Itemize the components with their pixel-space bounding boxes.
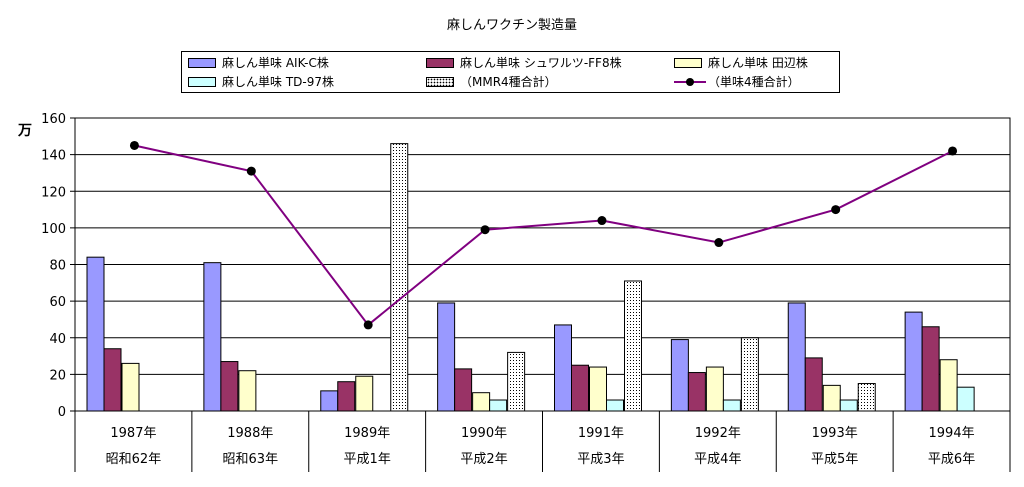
x-tick-label: 平成1年 [344,452,391,467]
y-tick-label: 40 [49,332,66,347]
bar [705,366,724,412]
y-tick-label: 60 [49,295,66,310]
bar [489,399,508,412]
bar [939,359,958,412]
legend-swatch-schwarz [426,58,454,68]
bar [589,366,607,412]
x-tick-label: 平成3年 [577,452,624,467]
x-tick-label: 1993年 [812,426,858,441]
legend-label: 麻しん単味 田辺株 [708,56,808,70]
legend-label: 麻しん単味 TD-97株 [222,75,334,89]
legend-label: 麻しん単味 シュワルツ-FF8株 [460,56,622,70]
bar [904,311,923,412]
line-point [597,216,607,226]
bar [687,372,706,412]
bar [956,386,975,412]
bar [507,351,526,412]
line-point [948,146,958,156]
bar [921,326,940,412]
line-point [246,166,256,176]
bar [839,399,858,412]
bar [454,368,473,412]
x-tick-label: 1992年 [695,426,741,441]
legend-label: （MMR4種合計） [460,75,557,89]
bar [390,143,409,412]
bar [472,392,491,412]
bar [220,361,239,412]
y-tick-label: 0 [58,405,66,420]
line-point [831,205,841,215]
bar [86,256,105,412]
bar [437,302,456,412]
bar [238,370,257,412]
y-tick-label: 140 [41,149,66,164]
bar [554,324,572,412]
y-tick-label: 160 [41,112,66,127]
line-point [480,225,490,235]
legend-marker-total [686,78,694,86]
x-tick-label: 1991年 [578,426,624,441]
bar [121,362,140,412]
bar [203,262,222,412]
bar [320,390,339,412]
bar [722,399,741,412]
chart-title: 麻しんワクチン製造量 [446,18,577,33]
line-point [363,320,373,330]
y-tick-label: 100 [41,222,66,237]
x-tick-label: 1988年 [227,426,273,441]
y-tick-label: 20 [49,368,66,383]
x-tick-label: 平成6年 [928,452,975,467]
bar [103,348,122,412]
x-tick-label: 1994年 [929,426,975,441]
y-tick-label: 80 [49,259,66,274]
x-tick-label: 平成2年 [460,452,507,467]
x-tick-label: 1989年 [344,426,390,441]
bar [787,302,806,412]
line-point [129,140,139,150]
bar [606,399,624,412]
legend-swatch-td97 [188,77,216,87]
bar [571,364,589,412]
line-point [714,238,724,248]
bar [624,280,642,412]
bar [857,383,876,412]
x-tick-label: 1987年 [110,426,156,441]
x-tick-label: 平成4年 [694,452,741,467]
bar [740,337,759,412]
legend-swatch-mmr [426,77,454,87]
x-tick-label: 平成5年 [811,452,858,467]
x-tick-label: 昭和62年 [106,452,162,467]
x-tick-label: 昭和63年 [223,452,279,467]
legend-label: 麻しん単味 AIK-C株 [222,56,329,70]
x-tick-label: 1990年 [461,426,507,441]
legend-swatch-tanabe [674,58,702,68]
bar [670,339,689,412]
bar [337,381,356,412]
total-line [134,144,954,327]
y-axis-unit: 万 [18,123,32,139]
y-tick-label: 120 [41,185,66,200]
bar [822,384,841,412]
bar [355,375,374,412]
legend: 麻しん単味 AIK-C株 麻しん単味 シュワルツ-FF8株 麻しん単味 田辺株 … [181,51,840,93]
bar [804,357,823,412]
legend-swatch-aikc [188,58,216,68]
legend-label: （単味4種合計） [708,75,800,89]
